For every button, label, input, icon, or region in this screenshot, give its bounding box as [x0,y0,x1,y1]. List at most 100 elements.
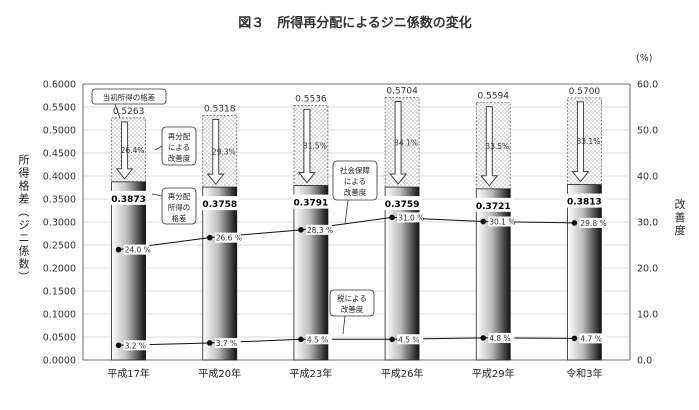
social-security-label: 30.1 % [489,218,515,227]
down-arrow [571,101,590,183]
point-label-bg [305,224,332,235]
redistribution-improvement-label: 26.4% [121,146,145,155]
left-tick-label: 0.5500 [43,103,76,114]
callout-initial-text: 当初所得の格差 [103,92,156,102]
redistribution-improvement-label: 33.5% [485,142,509,151]
social-security-label: 28.3 % [307,226,333,235]
callout-initial: 当初所得の格差 [91,88,167,119]
right-tick-label: 40.0 [637,172,658,183]
callout-social-line-3: 改善度 [344,187,367,197]
left-axis-label-char: 格 [19,179,30,193]
callout-redistribution-line-1: 再分配 [168,132,191,141]
social-security-label: 31.0 % [398,213,424,222]
tax-point [115,342,122,349]
tax-point [206,340,213,346]
bars: 26.4% 0.5263 0.3873 29.3% 0.5318 0.3758 31.5% 0… [108,87,605,361]
redistributed-gini-label-bg [473,197,514,212]
redistributed-gini-label: 0.3721 [476,202,511,212]
social-security-label: 24.0 % [125,246,151,255]
category-label: 平成26年 [381,367,424,380]
tax-label: 4.5 % [398,335,419,344]
tax-label: 4.7 % [580,334,601,343]
redistributed-gini-label-bg [290,194,331,209]
category-labels: 平成17年 平成20年 平成23年 平成26年 平成29年 令和3年 [107,367,602,380]
left-tick-label: 0.5000 [43,126,76,137]
social-security-point [298,227,304,233]
right-tick-label: 0.0 [637,356,652,367]
social-security-point [206,234,213,241]
right-axis-label-char: 善 [675,210,686,224]
chart-title: 図３ 所得再分配によるジニ係数の変化 [238,15,472,31]
redistribution-improvement-label: 34.1% [394,138,418,147]
right-tick-label: 60.0 [637,80,658,91]
callout-social: 社会保障 による 改善度 [332,160,378,225]
right-axis-unit: (%) [636,53,652,64]
initial-income-bar [567,97,602,185]
down-arrow [115,121,134,180]
social-security-label: 29.8 % [580,219,606,228]
down-arrow [480,106,499,187]
left-axis-label-char: ジ [19,219,30,232]
left-tick-label: 0.3500 [43,195,76,206]
left-tick-label: 0.0000 [43,356,76,367]
callout-social-line-2: による [344,177,366,186]
point-label-bg [397,212,424,223]
callout-redistribution-line-3: 改善度 [168,153,191,163]
initial-gini-label: 0.5318 [204,104,236,114]
category-label: 平成20年 [198,367,241,380]
redistributed-income-bar [567,184,602,361]
tax-label: 4.8 % [489,334,510,343]
tax-label: 4.5 % [307,335,328,344]
redistributed-income-bar [202,186,238,361]
right-axis-label-char: 改 [675,197,686,211]
redistributed-gini-label-bg [382,196,423,211]
left-tick-label: 0.0500 [43,333,76,344]
improvement-lines: 24.0 % 26.6 % 28.3 % 31.0 % 30.1 % 29.8 % 3.2 … [115,212,607,351]
left-axis-label-char: 差 [19,192,30,206]
social-security-label: 26.6 % [216,234,242,243]
point-label-bg [214,232,241,243]
left-axis-label-char: 所 [19,154,30,167]
left-axis-label-char: 得 [19,167,30,180]
tax-point [298,336,304,343]
callout-redistribution: 再分配 による 改善度 [154,126,197,166]
redistributed-gini-label: 0.3791 [294,199,329,209]
redistributed-gini-label-bg [564,193,605,208]
right-axis-label-char: 度 [675,223,686,237]
point-label-bg [397,334,424,345]
tax-label: 3.7 % [216,339,237,348]
callout-redistribution-line-2: による [168,143,190,152]
right-axis-ticks: 0.0 10.0 20.0 30.0 40.0 50.0 60.0 [637,80,658,367]
redistribution-improvement-label: 29.3% [212,147,236,156]
point-label-bg [123,340,150,351]
redistributed-gini-label-bg [199,196,240,211]
point-label-bg [214,337,241,348]
callout-tax-line-2: 改善度 [341,304,364,314]
redistributed-income-bar [293,185,329,361]
initial-gini-label: 0.5263 [113,107,145,117]
left-tick-label: 0.3000 [43,218,76,229]
social-security-point [389,214,395,221]
initial-gini-label: 0.5704 [386,87,418,97]
initial-gini-label: 0.5594 [478,92,510,102]
category-label: 平成29年 [472,367,515,380]
left-tick-label: 0.6000 [43,80,76,91]
left-axis-label-char: ニ [19,232,30,245]
redistributed-gini-label: 0.3759 [385,200,420,210]
left-tick-label: 0.4500 [43,149,76,160]
callout-tax: 税による 改善度 [329,289,375,335]
right-axis-label: 改善度 [675,197,686,237]
social-security-point [571,220,578,226]
left-tick-label: 0.4000 [43,172,76,183]
left-tick-label: 0.2000 [43,264,76,275]
redistribution-improvement-label: 33.1% [577,137,601,146]
right-tick-label: 50.0 [637,126,658,137]
callout-social-line-1: 社会保障 [340,165,370,175]
callout-redistributed-line-3: 格差 [172,213,187,223]
tax-point [480,335,487,341]
callout-redistributed: 再分配 所得の 格差 [151,187,197,225]
tax-point [389,336,395,343]
down-arrow [297,108,316,184]
